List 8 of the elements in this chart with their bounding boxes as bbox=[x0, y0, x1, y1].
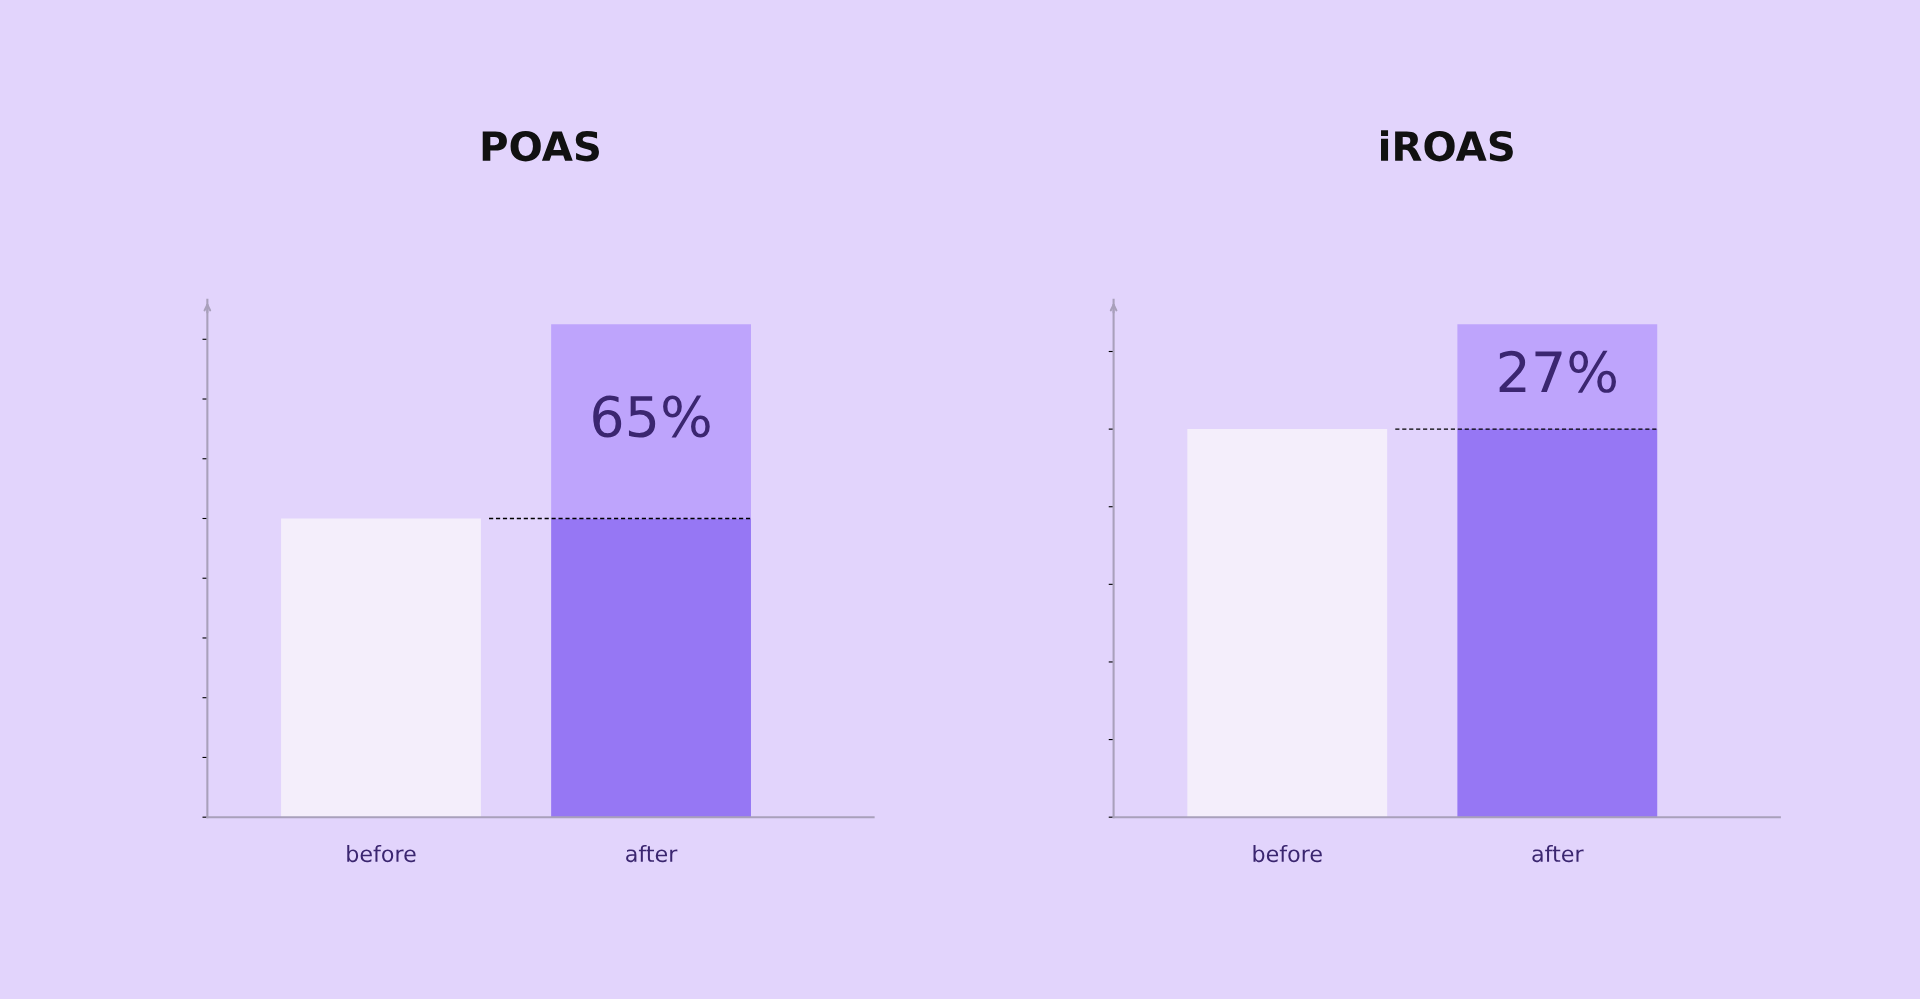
x-tick-label: after bbox=[626, 844, 678, 863]
chart-title: iROAS bbox=[1381, 130, 1513, 162]
x-tick-label: after bbox=[1532, 844, 1584, 863]
data-label: 65% bbox=[593, 395, 710, 438]
data-label: 27% bbox=[1499, 350, 1616, 393]
chart-title: POAS bbox=[482, 130, 599, 162]
x-tick-label: before bbox=[1253, 844, 1322, 863]
x-tick-label: before bbox=[347, 844, 416, 863]
